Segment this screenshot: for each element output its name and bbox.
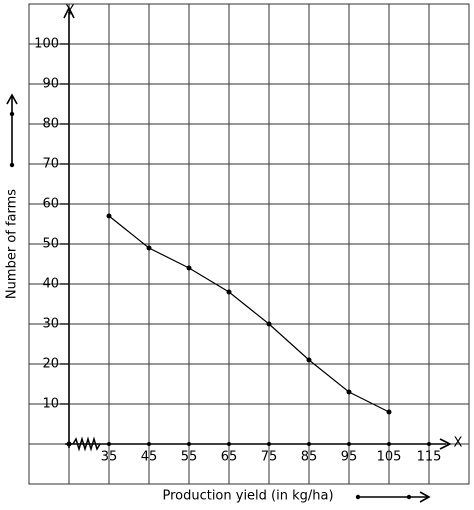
y-axis-label: Number of farms	[5, 189, 20, 299]
x-tick-label: 45	[141, 450, 158, 465]
x-tick	[427, 442, 431, 446]
data-point	[346, 389, 352, 395]
x-tick-label: 85	[301, 450, 318, 465]
x-direction-arrow-head	[419, 491, 431, 503]
arrow-dot	[9, 162, 15, 168]
x-tick-label: 115	[417, 450, 442, 465]
data-point	[386, 409, 392, 415]
x-tick-label: 105	[377, 450, 402, 465]
x-tick	[227, 442, 231, 446]
data-point	[266, 321, 272, 327]
x-tick-label: 65	[221, 450, 238, 465]
y-tick-label: 50	[42, 237, 59, 252]
arrow-dot	[406, 494, 412, 500]
y-direction-arrow-head	[6, 93, 18, 105]
x-tick	[187, 442, 191, 446]
y-tick-label: 70	[42, 157, 59, 172]
y-tick-label: 20	[42, 357, 59, 372]
x-tick	[107, 442, 111, 446]
y-axis-arrow	[63, 6, 75, 19]
x-tick-label: 75	[261, 450, 278, 465]
origin-dot	[66, 441, 72, 447]
data-point	[106, 213, 112, 219]
x-axis-name: X	[454, 436, 463, 451]
arrow-dot	[355, 494, 361, 500]
axis-break	[72, 436, 101, 452]
y-tick-label: 30	[42, 317, 59, 332]
y-axis-name: Y	[65, 4, 74, 19]
x-tick	[307, 442, 311, 446]
x-tick	[347, 442, 351, 446]
arrow-dot	[9, 111, 15, 117]
y-tick-label: 80	[42, 117, 59, 132]
y-tick-label: 10	[42, 397, 59, 412]
data-line	[108, 215, 390, 413]
x-tick	[147, 442, 151, 446]
y-tick-label: 90	[42, 77, 59, 92]
data-point	[226, 289, 232, 295]
data-point	[146, 245, 152, 251]
y-tick-label: 60	[42, 197, 59, 212]
y-tick-label: 40	[42, 277, 59, 292]
x-tick	[387, 442, 391, 446]
data-point	[306, 357, 312, 363]
x-tick-label: 95	[341, 450, 358, 465]
x-axis-label: Production yield (in kg/ha)	[162, 489, 333, 504]
x-axis-arrow	[439, 438, 452, 450]
x-tick-label: 55	[181, 450, 198, 465]
x-tick	[267, 442, 271, 446]
y-tick-label: 100	[34, 37, 59, 52]
x-tick-label: 35	[101, 450, 118, 465]
data-point	[186, 265, 192, 271]
